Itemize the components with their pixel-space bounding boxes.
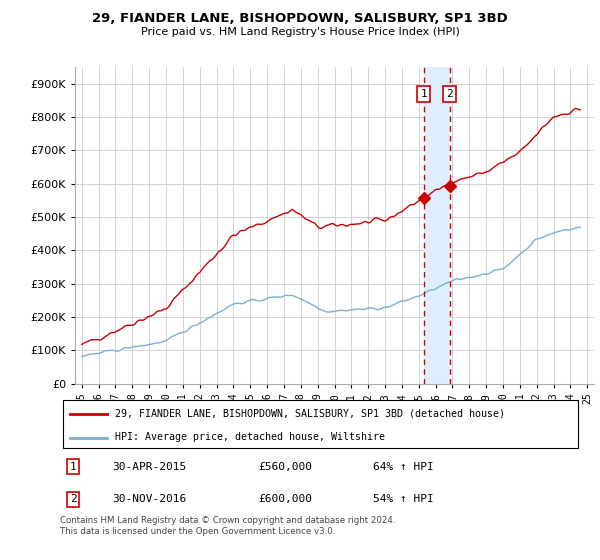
Text: 54% ↑ HPI: 54% ↑ HPI [373, 494, 434, 505]
Bar [424, 67, 449, 384]
Text: 1: 1 [420, 89, 427, 99]
Text: £560,000: £560,000 [259, 461, 313, 472]
Text: 29, FIANDER LANE, BISHOPDOWN, SALISBURY, SP1 3BD: 29, FIANDER LANE, BISHOPDOWN, SALISBURY,… [92, 12, 508, 25]
Text: 30-APR-2015: 30-APR-2015 [112, 461, 187, 472]
Text: 64% ↑ HPI: 64% ↑ HPI [373, 461, 434, 472]
Text: 2: 2 [446, 89, 453, 99]
Text: Contains HM Land Registry data © Crown copyright and database right 2024.
This d: Contains HM Land Registry data © Crown c… [60, 516, 395, 536]
Text: £600,000: £600,000 [259, 494, 313, 505]
Text: Price paid vs. HM Land Registry's House Price Index (HPI): Price paid vs. HM Land Registry's House … [140, 27, 460, 37]
Text: 1: 1 [70, 461, 76, 472]
Text: HPI: Average price, detached house, Wiltshire: HPI: Average price, detached house, Wilt… [115, 432, 385, 442]
FancyBboxPatch shape [62, 400, 578, 448]
Text: 30-NOV-2016: 30-NOV-2016 [112, 494, 187, 505]
Text: 2: 2 [70, 494, 76, 505]
Text: 29, FIANDER LANE, BISHOPDOWN, SALISBURY, SP1 3BD (detached house): 29, FIANDER LANE, BISHOPDOWN, SALISBURY,… [115, 409, 505, 418]
